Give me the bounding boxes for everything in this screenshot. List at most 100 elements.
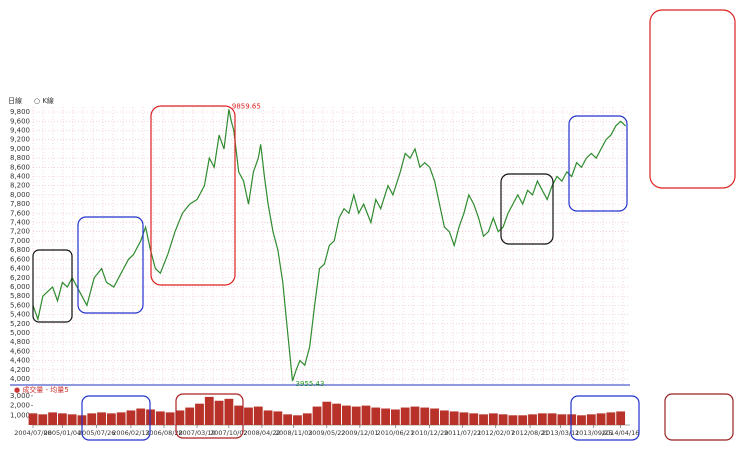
highlight-box: [664, 393, 734, 441]
volume-bar: [420, 407, 430, 425]
x-tick-label: 2014/04/16: [602, 429, 639, 437]
volume-bar: [488, 413, 498, 425]
price-line: [32, 109, 627, 382]
volume-bar: [116, 412, 126, 425]
y-tick-label: 8,400: [10, 173, 30, 181]
x-tick-label: 2013/03/11: [542, 429, 579, 437]
y-tick-label: 6,200: [10, 274, 30, 282]
volume-bar: [87, 413, 97, 425]
volume-bar: [38, 414, 48, 425]
highlight-box: [568, 115, 628, 212]
x-tick-label: 2008/11/03: [275, 429, 312, 437]
annotation: 9859.65: [232, 102, 261, 110]
volume-bar: [410, 406, 420, 425]
volume-bar: [273, 411, 283, 425]
volume-bar: [67, 414, 77, 425]
y-tick-label: 7,400: [10, 219, 30, 227]
x-tick-label: 2009/05/22: [308, 429, 345, 437]
x-tick-label: 2010/06/21: [377, 429, 414, 437]
volume-bar: [381, 408, 390, 425]
x-tick-label: 2005/07/26: [78, 429, 115, 437]
y-tick-label: 6,400: [10, 265, 30, 273]
volume-bar: [606, 412, 616, 425]
volume-bar: [165, 412, 175, 425]
volume-bar: [342, 405, 351, 425]
volume-bar: [479, 414, 488, 425]
highlight-box: [175, 393, 244, 439]
y-tick-label: 7,800: [10, 200, 30, 208]
volume-bar: [537, 413, 547, 425]
y-tick-label: 5,800: [10, 292, 30, 300]
x-tick-label: 2004/07/08: [14, 429, 51, 437]
y-tick-label: 7,600: [10, 209, 30, 217]
volume-bar: [175, 410, 185, 425]
y-tick-label: 8,000: [10, 191, 30, 199]
y-tick-label: 9,000: [10, 145, 30, 153]
volume-bar: [332, 403, 342, 425]
x-tick-label: 2009/12/01: [341, 429, 378, 437]
volume-bar: [390, 409, 400, 425]
volume-bar: [371, 407, 381, 425]
y-tick-label: 3,000: [10, 392, 30, 400]
highlight-box: [649, 9, 736, 189]
y-tick-label: 8,200: [10, 182, 30, 190]
volume-bar: [204, 396, 214, 425]
volume-bar: [48, 412, 57, 425]
volume-bar: [155, 411, 165, 425]
y-tick-label: 2,000: [10, 402, 30, 410]
legend: ○ K線: [34, 96, 54, 105]
volume-bar: [577, 415, 586, 425]
y-tick-label: 9,600: [10, 117, 30, 125]
highlight-box: [570, 395, 640, 441]
y-tick-label: 4,600: [10, 347, 30, 355]
highlight-box: [81, 395, 151, 441]
volume-bar: [469, 413, 479, 425]
volume-bar: [106, 413, 116, 425]
volume-bar: [547, 413, 557, 425]
volume-bar: [293, 415, 302, 425]
volume-bar: [439, 410, 449, 425]
volume-bar: [136, 408, 146, 425]
volume-bar: [557, 414, 567, 425]
volume-bar: [185, 407, 195, 425]
x-tick-label: 2010/12/29: [411, 429, 448, 437]
y-tick-label: 5,400: [10, 311, 30, 319]
volume-bar: [351, 406, 361, 425]
chart-title: 日線: [8, 96, 22, 105]
volume-bar: [234, 405, 244, 425]
highlight-box: [500, 173, 554, 245]
x-tick-label: 2005/01/04: [44, 429, 81, 437]
volume-bar: [28, 413, 38, 425]
volume-bar: [400, 407, 410, 425]
y-tick-label: 8,600: [10, 163, 30, 171]
y-tick-label: 6,600: [10, 255, 30, 263]
volume-bar: [518, 415, 528, 425]
volume-bar: [224, 398, 234, 425]
volume-bar: [214, 400, 224, 425]
x-tick-label: 2013/09/25: [575, 429, 612, 437]
volume-bar: [283, 414, 293, 425]
x-tick-label: 2006/02/13: [112, 429, 149, 437]
volume-bar: [126, 410, 136, 425]
y-tick-label: 9,200: [10, 136, 30, 144]
y-tick-label: 8,800: [10, 154, 30, 162]
y-tick-label: 9,800: [10, 108, 30, 116]
volume-bar: [322, 401, 332, 425]
volume-bar: [312, 406, 322, 425]
y-tick-label: 6,800: [10, 246, 30, 254]
highlights: [32, 9, 736, 441]
volume-bar: [567, 414, 577, 425]
highlight-box: [32, 249, 73, 323]
volume-bar: [302, 413, 312, 425]
y-tick-label: 4,000: [10, 375, 30, 383]
volume-bar: [616, 411, 626, 425]
y-tick-label: 9,400: [10, 126, 30, 134]
legend: ● 成交量 - 均量5: [14, 385, 69, 394]
volume-bar: [57, 413, 67, 425]
y-tick-label: 4,400: [10, 357, 30, 365]
y-tick-label: 4,800: [10, 338, 30, 346]
y-tick-label: 6,000: [10, 283, 30, 291]
highlight-box: [77, 216, 144, 314]
